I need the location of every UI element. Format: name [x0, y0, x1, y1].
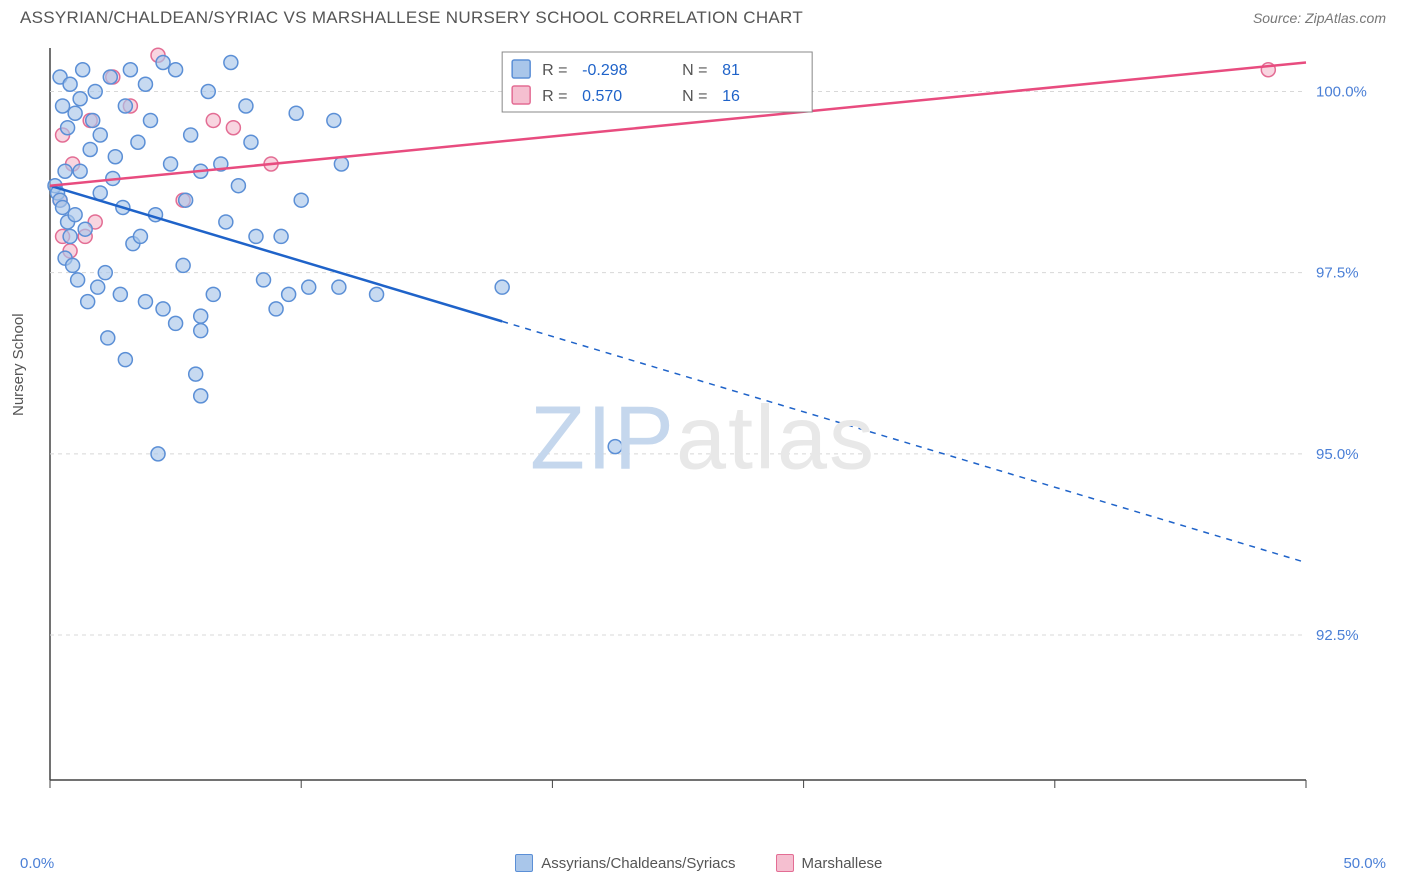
y-axis-label: Nursery School [10, 313, 27, 416]
series-legend: Assyrians/Chaldeans/Syriacs Marshallese [515, 854, 882, 872]
legend-item-pink: Marshallese [776, 854, 883, 872]
x-max-label: 50.0% [1343, 855, 1386, 872]
chart-area: Nursery School 92.5%95.0%97.5%100.0%R =-… [20, 40, 1386, 872]
source-credit: Source: ZipAtlas.com [1253, 10, 1386, 26]
svg-text:92.5%: 92.5% [1316, 627, 1359, 644]
svg-text:R =: R = [542, 62, 567, 79]
svg-text:N =: N = [682, 62, 707, 79]
svg-text:81: 81 [722, 62, 740, 79]
svg-text:97.5%: 97.5% [1316, 265, 1359, 282]
svg-text:100.0%: 100.0% [1316, 83, 1367, 100]
svg-text:0.570: 0.570 [582, 88, 622, 105]
svg-text:R =: R = [542, 88, 567, 105]
bottom-axis-row: 0.0% Assyrians/Chaldeans/Syriacs Marshal… [20, 854, 1386, 872]
svg-text:N =: N = [682, 88, 707, 105]
chart-title: ASSYRIAN/CHALDEAN/SYRIAC VS MARSHALLESE … [20, 8, 803, 28]
chart-header: ASSYRIAN/CHALDEAN/SYRIAC VS MARSHALLESE … [0, 0, 1406, 32]
svg-text:95.0%: 95.0% [1316, 446, 1359, 463]
svg-text:-0.298: -0.298 [582, 62, 627, 79]
legend-swatch-pink [776, 854, 794, 872]
scatter-plot: 92.5% 95.0% 97.5% 100.0% R = -0.298 N = 81 R = 0.… [20, 40, 1386, 840]
legend-swatch-blue [515, 854, 533, 872]
x-min-label: 0.0% [20, 855, 54, 872]
legend-item-blue: Assyrians/Chaldeans/Syriacs [515, 854, 735, 872]
svg-text:16: 16 [722, 88, 740, 105]
